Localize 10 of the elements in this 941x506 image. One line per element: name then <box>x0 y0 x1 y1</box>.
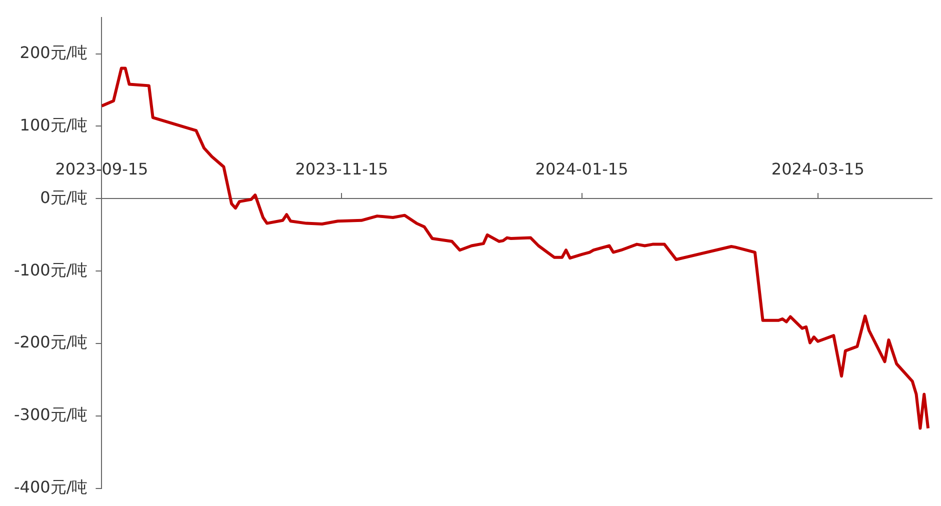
y-tick-label: -400元/吨 <box>14 478 88 497</box>
y-tick-label: -100元/吨 <box>14 260 88 280</box>
y-tick-label: 0元/吨 <box>40 188 88 207</box>
y-tick-label: -200元/吨 <box>14 332 88 352</box>
y-tick-label: -300元/吨 <box>14 405 88 424</box>
x-tick-label: 2024-03-15 <box>771 159 864 178</box>
y-tick-label: 200元/吨 <box>20 42 88 62</box>
x-tick-label: 2023-11-15 <box>295 159 388 178</box>
y-tick-label: 100元/吨 <box>20 115 88 134</box>
x-tick-label: 2024-01-15 <box>535 159 628 178</box>
